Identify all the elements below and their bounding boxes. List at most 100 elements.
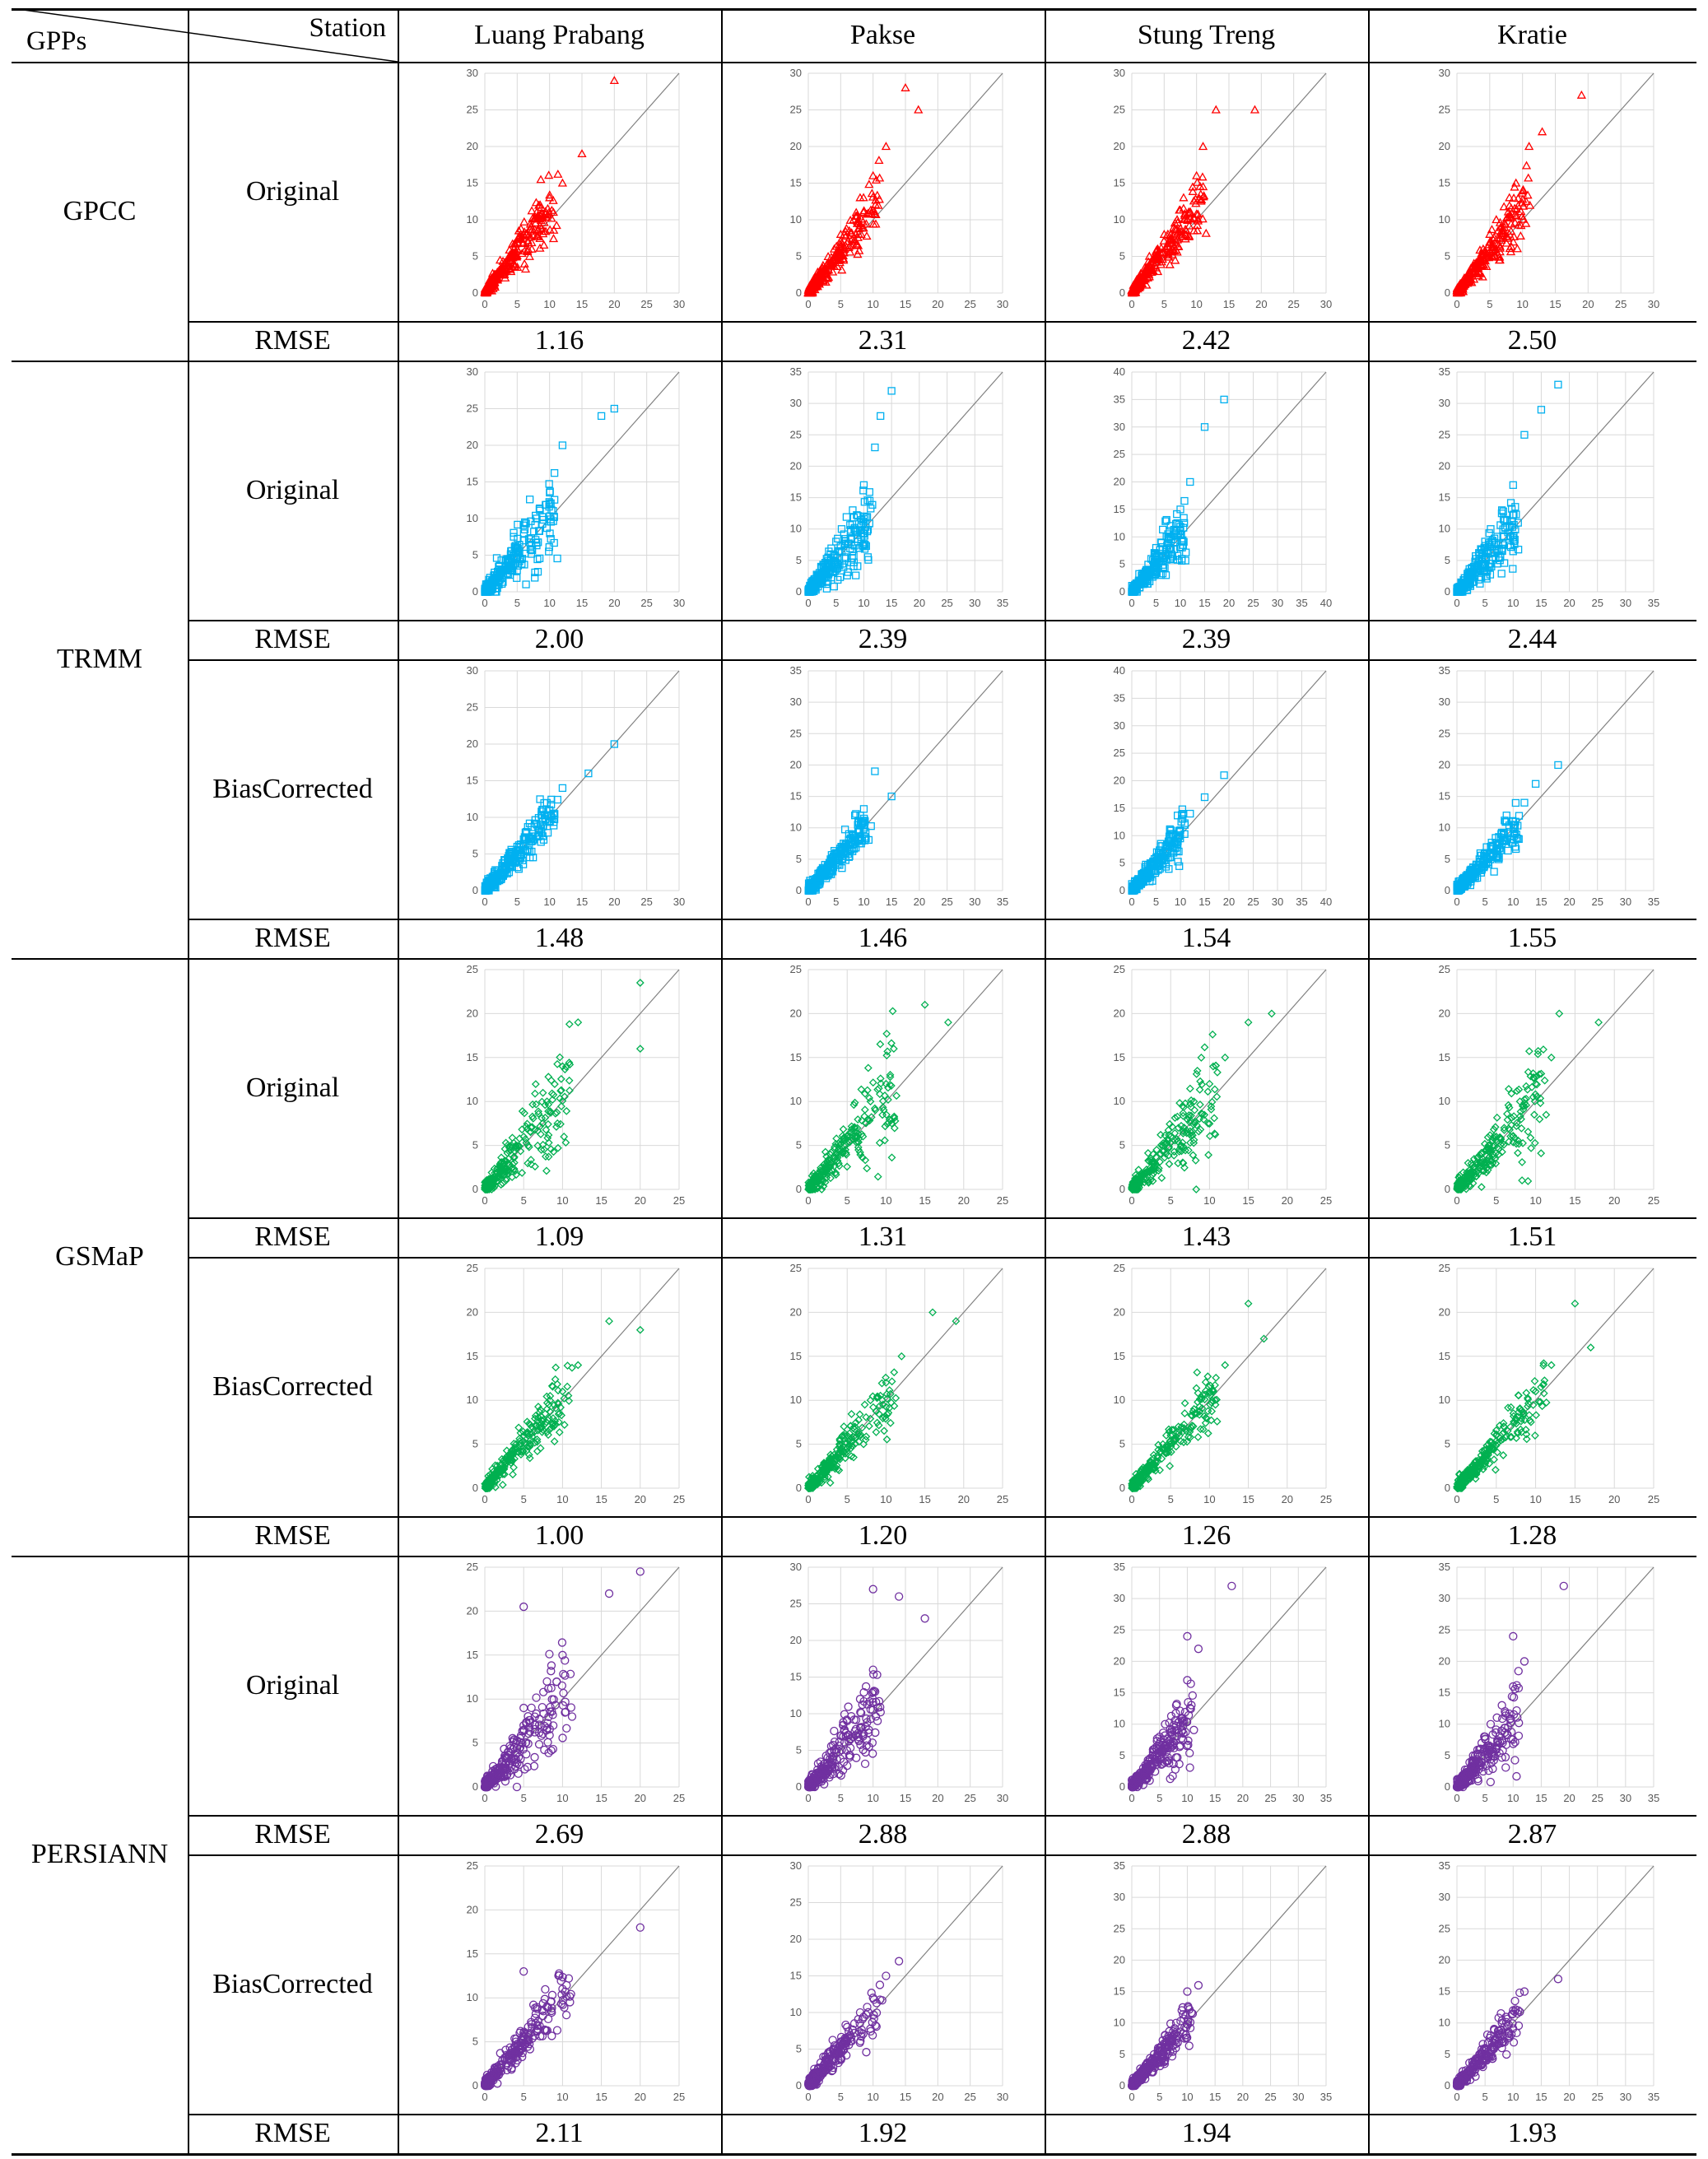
version-label: BiasCorrected <box>212 1370 373 1402</box>
data-point <box>901 82 910 91</box>
data-point <box>849 1100 859 1110</box>
data-point <box>542 1097 551 1106</box>
data-point <box>514 520 522 529</box>
data-point <box>1146 258 1157 268</box>
x-tick-label: 10 <box>1507 896 1519 908</box>
data-point <box>817 273 826 282</box>
data-point <box>514 841 524 849</box>
data-point <box>1486 1161 1495 1170</box>
data-point <box>1200 1110 1209 1119</box>
data-point <box>1198 214 1208 223</box>
data-point <box>1143 1167 1152 1176</box>
plot-cell: 0 0 5 5 10 10 15 15 20 20 25 25 30 30 35 35 <box>721 659 1045 919</box>
plot-cell: 0 0 5 5 10 10 15 15 20 20 25 25 <box>398 958 721 1217</box>
data-point <box>1180 1163 1189 1172</box>
data-point <box>859 223 868 232</box>
data-point <box>1547 1053 1556 1062</box>
data-point <box>1521 197 1531 206</box>
data-point <box>820 268 830 277</box>
x-tick-label: 15 <box>1198 896 1210 908</box>
data-point <box>1129 886 1137 894</box>
data-point <box>561 1092 569 1101</box>
data-point <box>840 540 849 548</box>
data-point <box>837 842 846 851</box>
data-point <box>488 1176 497 1185</box>
y-tick-label: 30 <box>1114 421 1125 433</box>
data-point <box>1489 1125 1498 1134</box>
data-point <box>1505 1103 1514 1112</box>
data-point <box>1172 1135 1181 1143</box>
data-point <box>545 480 553 488</box>
data-point <box>888 1007 897 1016</box>
data-point <box>854 562 862 570</box>
data-point <box>1170 1128 1180 1138</box>
data-point <box>550 538 558 547</box>
data-point <box>565 1059 574 1067</box>
data-point <box>876 1040 885 1049</box>
x-tick-label: 5 <box>1482 896 1488 908</box>
data-point <box>1162 556 1170 564</box>
data-point <box>505 1154 513 1163</box>
data-point <box>523 827 531 836</box>
x-tick-label: 0 <box>482 896 487 908</box>
y-tick-label: 15 <box>1114 1051 1125 1063</box>
data-point <box>1142 263 1152 272</box>
plot-cell: 0 0 5 5 10 10 15 15 20 20 25 25 30 30 35 35 <box>1368 361 1696 620</box>
data-point <box>565 1076 574 1085</box>
data-point <box>875 1090 884 1099</box>
data-point <box>1529 1074 1538 1082</box>
data-point <box>871 199 881 208</box>
data-point <box>557 178 568 187</box>
data-point <box>545 190 555 199</box>
data-point <box>821 277 831 286</box>
y-tick-label: 20 <box>467 140 478 152</box>
data-point <box>1540 1076 1549 1085</box>
data-point <box>1503 1115 1512 1124</box>
data-point <box>831 552 840 561</box>
data-point <box>532 1100 541 1109</box>
data-point <box>1524 1068 1533 1077</box>
data-point <box>852 571 860 579</box>
data-point <box>561 1065 570 1074</box>
data-point <box>1190 194 1201 203</box>
data-point <box>1471 1169 1480 1178</box>
data-point <box>838 1131 847 1140</box>
data-point <box>1208 1030 1217 1039</box>
data-point <box>1179 193 1189 202</box>
data-point <box>1149 1166 1157 1175</box>
data-point <box>521 1135 530 1143</box>
data-point <box>863 1063 873 1073</box>
data-point <box>1502 812 1510 820</box>
data-point <box>529 230 539 239</box>
data-point <box>1506 226 1516 235</box>
data-point <box>840 240 850 249</box>
data-point <box>1537 127 1547 136</box>
data-point <box>519 258 529 268</box>
data-point <box>858 1153 867 1162</box>
data-point <box>513 574 521 582</box>
data-point <box>1150 861 1158 869</box>
data-point <box>1512 845 1520 854</box>
data-point <box>556 1074 565 1083</box>
data-point <box>852 810 860 818</box>
data-point <box>1152 244 1163 253</box>
data-point <box>1184 221 1194 230</box>
x-tick-label: 30 <box>1620 896 1631 908</box>
data-point <box>812 573 821 581</box>
data-point <box>1511 204 1522 213</box>
y-tick-label: 40 <box>1114 664 1125 677</box>
x-tick-label: 30 <box>969 896 980 908</box>
data-point <box>1192 170 1202 179</box>
data-point <box>1151 253 1161 262</box>
data-point <box>525 219 535 228</box>
y-tick-label: 20 <box>1439 758 1450 770</box>
data-point <box>1487 1156 1496 1165</box>
data-point <box>1537 406 1546 414</box>
y-tick-label: 20 <box>1439 1007 1450 1019</box>
data-point <box>887 1153 896 1162</box>
data-point <box>855 526 864 534</box>
data-point <box>1524 1177 1533 1185</box>
data-point <box>1536 1094 1545 1103</box>
y-tick-label: 15 <box>790 1051 802 1063</box>
data-point <box>1131 1170 1140 1180</box>
